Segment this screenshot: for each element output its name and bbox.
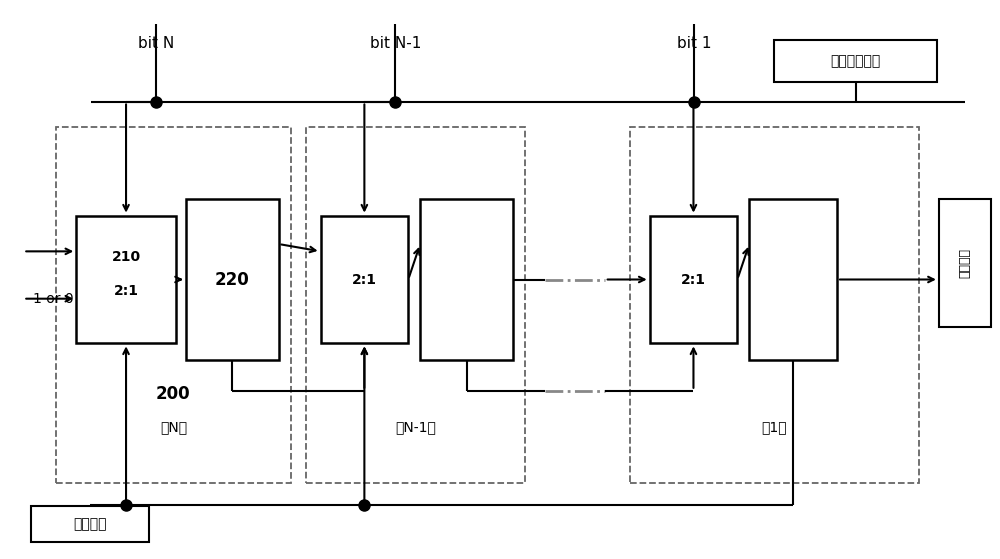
Text: 并行载入时钟: 并行载入时钟 (830, 54, 881, 68)
Text: 第N级: 第N级 (160, 420, 187, 434)
Text: 220: 220 (215, 271, 250, 288)
Bar (650, 216, 737, 343)
Text: 串行时钟: 串行时钟 (73, 517, 107, 531)
Text: bit N-1: bit N-1 (370, 36, 421, 51)
Text: 第1级: 第1级 (761, 420, 787, 434)
Bar (186, 199, 279, 360)
Bar (320, 216, 408, 343)
Text: 2:1: 2:1 (114, 283, 139, 297)
Text: bit N: bit N (138, 36, 174, 51)
Bar (939, 199, 991, 327)
Text: 1 or 0: 1 or 0 (33, 292, 74, 306)
Text: bit 1: bit 1 (677, 36, 712, 51)
Text: 第N-1级: 第N-1级 (395, 420, 436, 434)
Text: 2:1: 2:1 (352, 272, 377, 287)
Bar (774, 40, 937, 82)
Text: 2:1: 2:1 (681, 272, 706, 287)
Text: 210: 210 (111, 250, 141, 264)
Bar (749, 199, 837, 360)
Bar (630, 126, 919, 482)
Bar (56, 126, 291, 482)
Bar (306, 126, 525, 482)
Text: 串行输出: 串行输出 (958, 248, 971, 278)
Bar (76, 216, 176, 343)
Bar (31, 506, 149, 542)
Text: 200: 200 (156, 385, 191, 402)
Bar (420, 199, 513, 360)
